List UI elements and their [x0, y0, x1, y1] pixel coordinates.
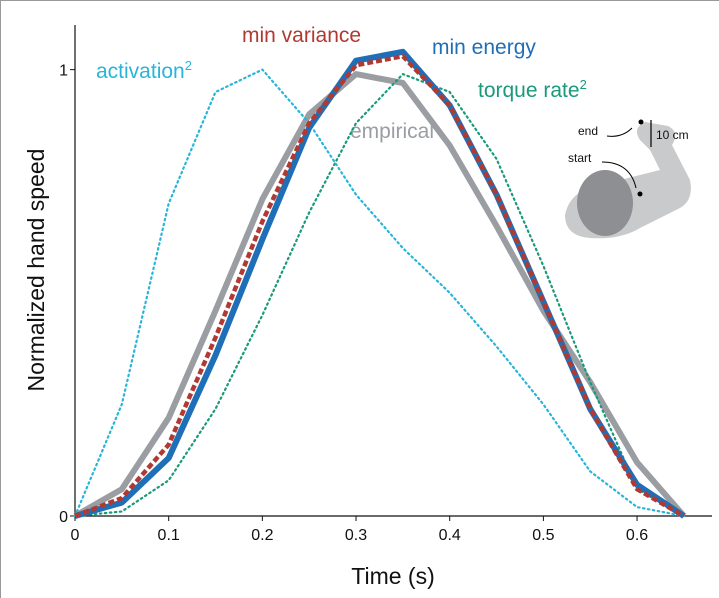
end-arrow: [606, 127, 633, 137]
series-line: [73, 71, 687, 519]
scale-label: 10 cm: [656, 128, 689, 142]
series-name-sup: 2: [580, 77, 587, 92]
series-label: activation2: [96, 58, 192, 83]
series-name-sup: 2: [185, 58, 192, 73]
x-axis-label: Time (s): [351, 563, 434, 589]
series-name: min variance: [242, 24, 361, 47]
series-name: torque rate: [478, 79, 580, 102]
start-dot: [637, 191, 643, 197]
start-label: start: [568, 151, 592, 165]
series-name: min energy: [432, 36, 536, 59]
x-tick-label: 0.4: [439, 527, 461, 544]
start-arrow: [601, 161, 637, 189]
series-label: min variance: [242, 24, 361, 47]
series-line: [73, 73, 685, 518]
series-label: torque rate2: [478, 77, 587, 102]
head: [577, 170, 633, 236]
series-label: min energy: [432, 36, 536, 59]
x-tick-label: 0: [71, 527, 80, 544]
x-tick-label: 0.1: [158, 527, 180, 544]
x-tick-label: 0.3: [345, 527, 367, 544]
series-name: activation: [96, 60, 185, 83]
x-tick-label: 0.5: [532, 527, 554, 544]
y-tick-label: 0: [59, 509, 68, 526]
arm-inset: end start 10 cm: [565, 119, 691, 239]
x-tick-label: 0.2: [251, 527, 273, 544]
series-line: [74, 53, 686, 519]
series-line: [73, 68, 685, 518]
end-label: end: [578, 124, 598, 138]
y-tick-label: 1: [59, 63, 68, 80]
series-name: empirical: [350, 120, 434, 143]
end-dot: [638, 119, 644, 125]
series-label: empirical: [350, 120, 434, 143]
y-axis-label: Normalized hand speed: [23, 149, 49, 392]
x-tick-label: 0.6: [626, 527, 648, 544]
